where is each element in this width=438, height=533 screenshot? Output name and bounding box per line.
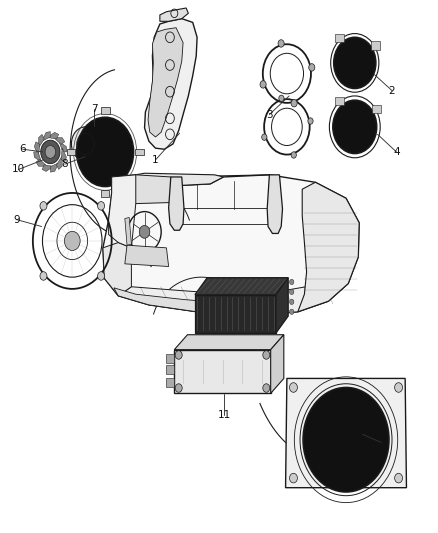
Text: 8: 8	[61, 159, 68, 169]
Circle shape	[290, 299, 294, 304]
Circle shape	[290, 383, 297, 392]
Circle shape	[290, 289, 294, 295]
Polygon shape	[101, 107, 110, 114]
Circle shape	[334, 37, 376, 88]
Polygon shape	[34, 152, 42, 163]
Circle shape	[98, 201, 105, 210]
Polygon shape	[118, 284, 328, 316]
Circle shape	[45, 146, 56, 158]
Circle shape	[291, 152, 297, 158]
Circle shape	[395, 473, 403, 483]
Text: 2: 2	[389, 86, 396, 95]
Circle shape	[261, 134, 267, 140]
Polygon shape	[195, 278, 288, 295]
Polygon shape	[109, 175, 136, 248]
Polygon shape	[125, 217, 131, 245]
Circle shape	[303, 387, 389, 492]
Polygon shape	[136, 173, 223, 188]
Text: 9: 9	[13, 215, 20, 224]
Text: 7: 7	[91, 104, 98, 114]
Circle shape	[263, 351, 270, 359]
Circle shape	[41, 140, 60, 164]
Circle shape	[395, 383, 403, 392]
Polygon shape	[34, 142, 40, 156]
Circle shape	[290, 279, 294, 285]
Circle shape	[278, 40, 284, 47]
Circle shape	[263, 384, 270, 392]
Polygon shape	[135, 149, 144, 155]
Polygon shape	[166, 354, 174, 363]
Circle shape	[290, 309, 294, 314]
Text: 1: 1	[152, 155, 159, 165]
Polygon shape	[50, 163, 59, 172]
Text: 6: 6	[19, 144, 26, 154]
Polygon shape	[174, 350, 271, 393]
Circle shape	[260, 80, 266, 88]
Polygon shape	[195, 295, 276, 333]
Text: 4: 4	[393, 147, 400, 157]
Polygon shape	[61, 148, 67, 162]
Circle shape	[291, 100, 297, 107]
Polygon shape	[103, 243, 131, 296]
Polygon shape	[174, 335, 284, 350]
Polygon shape	[101, 190, 110, 197]
Polygon shape	[39, 134, 44, 148]
Polygon shape	[169, 177, 184, 230]
Polygon shape	[114, 288, 283, 316]
Circle shape	[290, 473, 297, 483]
Polygon shape	[103, 175, 359, 316]
Polygon shape	[298, 182, 359, 312]
Text: 11: 11	[218, 410, 231, 419]
Circle shape	[309, 63, 315, 71]
Circle shape	[308, 118, 313, 124]
Polygon shape	[271, 335, 284, 393]
Polygon shape	[53, 138, 65, 144]
Polygon shape	[160, 8, 188, 21]
Polygon shape	[145, 19, 197, 149]
Polygon shape	[67, 149, 75, 155]
Polygon shape	[42, 165, 53, 172]
Polygon shape	[47, 132, 59, 139]
Text: 5: 5	[378, 438, 385, 447]
Text: 10: 10	[12, 165, 25, 174]
Polygon shape	[336, 34, 344, 42]
Circle shape	[40, 201, 47, 210]
Polygon shape	[276, 278, 288, 333]
Circle shape	[64, 231, 80, 251]
Circle shape	[139, 225, 150, 238]
Circle shape	[333, 100, 377, 154]
Polygon shape	[166, 365, 174, 374]
Polygon shape	[372, 104, 381, 113]
Polygon shape	[114, 175, 171, 204]
Polygon shape	[36, 159, 47, 166]
Circle shape	[175, 384, 182, 392]
Polygon shape	[286, 378, 406, 488]
Circle shape	[40, 272, 47, 280]
Polygon shape	[57, 156, 62, 169]
Circle shape	[77, 117, 134, 187]
Polygon shape	[166, 378, 174, 387]
Polygon shape	[148, 28, 183, 137]
Polygon shape	[267, 175, 283, 233]
Polygon shape	[59, 141, 67, 152]
Polygon shape	[42, 132, 50, 141]
Polygon shape	[125, 245, 169, 266]
Circle shape	[98, 272, 105, 280]
Circle shape	[175, 351, 182, 359]
Circle shape	[279, 95, 284, 101]
Circle shape	[71, 127, 99, 161]
Polygon shape	[371, 41, 380, 50]
Text: 3: 3	[266, 110, 273, 119]
Polygon shape	[335, 96, 344, 105]
